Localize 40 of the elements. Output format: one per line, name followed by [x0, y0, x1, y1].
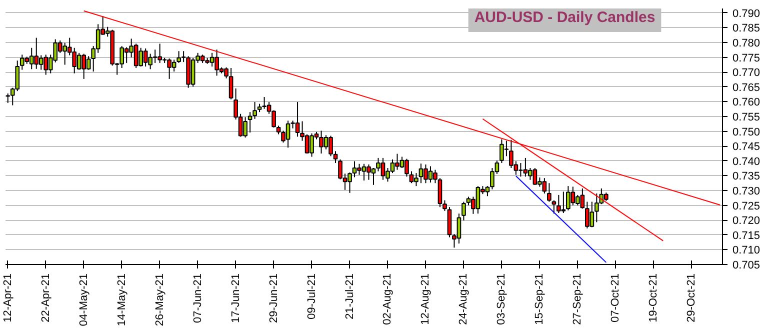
y-tick-label: 0.735 [732, 170, 760, 183]
y-tick-label: 0.710 [732, 244, 760, 257]
x-tick-label: 19-Oct-21 [648, 273, 660, 322]
y-tick-label: 0.780 [732, 38, 760, 50]
y-tick-label: 0.715 [732, 230, 760, 242]
x-tick-label: 07-Oct-21 [610, 273, 622, 322]
x-tick-label: 17-Jun-21 [230, 273, 242, 324]
y-tick-label: 0.720 [732, 215, 760, 228]
y-tick-label: 0.790 [732, 8, 760, 20]
y-tick-label: 0.760 [732, 96, 760, 109]
x-tick-label: 14-May-21 [116, 274, 128, 326]
y-tick-label: 0.730 [732, 186, 760, 198]
y-tick-label: 0.740 [732, 156, 760, 168]
x-tick-label: 21-Jul-21 [344, 274, 356, 320]
x-tick-label: 24-Aug-21 [458, 273, 470, 325]
x-tick-label: 29-Oct-21 [686, 273, 698, 322]
x-tick-label: 27-Sep-21 [572, 273, 584, 325]
y-tick-label: 0.750 [732, 126, 760, 138]
x-tick-label: 26-May-21 [154, 274, 166, 326]
x-tick-label: 07-Jun-21 [192, 273, 204, 324]
y-tick-label: 0.770 [732, 67, 760, 80]
y-tick-label: 0.725 [732, 200, 760, 212]
y-tick-label: 0.785 [732, 22, 760, 35]
y-tick-label: 0.705 [732, 260, 760, 272]
x-tick-label: 02-Aug-21 [382, 273, 394, 325]
y-tick-label: 0.745 [732, 141, 760, 154]
candlestick [547, 182, 552, 202]
x-tick-label: 12-Aug-21 [420, 273, 432, 325]
x-tick-label: 12-Apr-21 [2, 273, 14, 322]
y-tick-label: 0.755 [732, 112, 760, 124]
chart-title: AUD-USD - Daily Candles [474, 8, 656, 26]
x-tick-label: 15-Sep-21 [534, 273, 546, 325]
candlestick [462, 201, 466, 221]
x-tick-label: 22-Apr-21 [40, 273, 52, 322]
y-tick-label: 0.765 [732, 82, 760, 94]
x-tick-label: 29-Jun-21 [268, 273, 280, 324]
x-tick-label: 04-May-21 [78, 274, 90, 326]
x-tick-label: 09-Jul-21 [306, 274, 318, 320]
y-tick-label: 0.775 [732, 52, 760, 64]
x-tick-label: 03-Sep-21 [496, 273, 508, 325]
